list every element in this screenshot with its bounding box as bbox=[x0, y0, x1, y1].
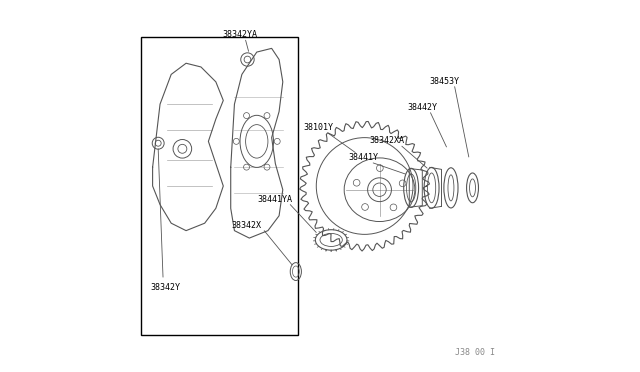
Text: 38441Y: 38441Y bbox=[349, 153, 378, 162]
Text: J38 00 I: J38 00 I bbox=[455, 348, 495, 357]
Text: 38441YA: 38441YA bbox=[258, 195, 293, 204]
Text: 38342Y: 38342Y bbox=[151, 283, 180, 292]
Text: 38453Y: 38453Y bbox=[429, 77, 460, 86]
Text: 38101Y: 38101Y bbox=[303, 123, 333, 132]
Text: 38342XA: 38342XA bbox=[369, 136, 404, 145]
Text: 38442Y: 38442Y bbox=[407, 103, 437, 112]
Text: 38342YA: 38342YA bbox=[223, 30, 257, 39]
Text: 38342X: 38342X bbox=[232, 221, 262, 230]
Bar bbox=[141, 37, 298, 335]
